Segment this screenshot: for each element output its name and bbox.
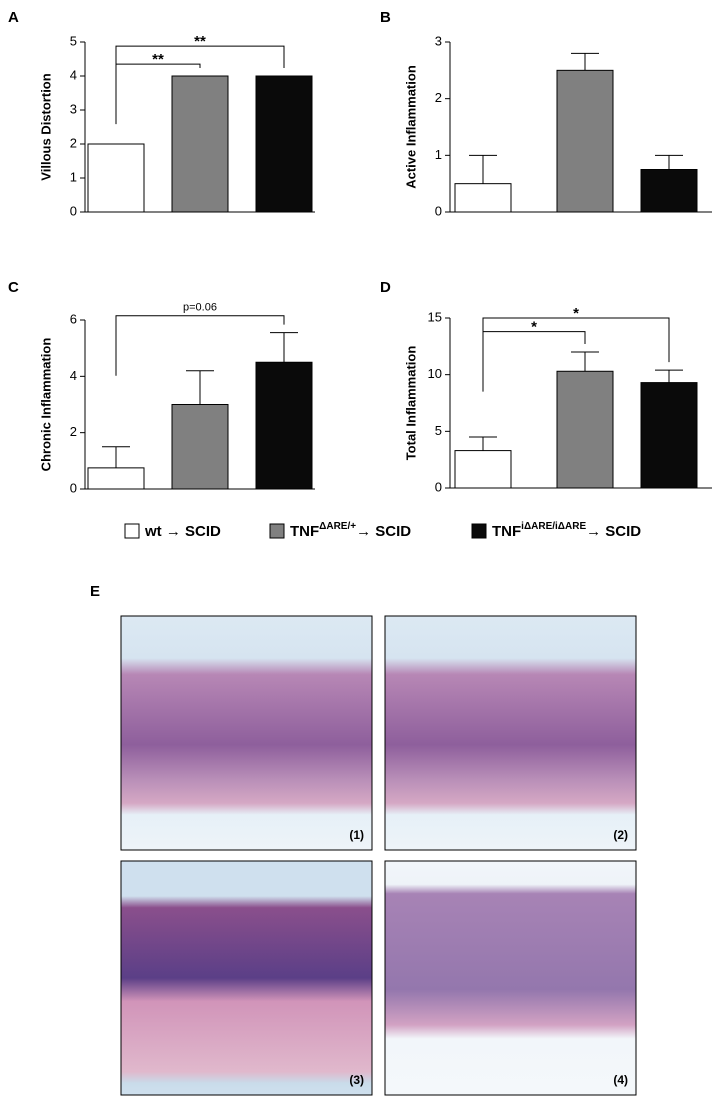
y-axis-label: Total Inflammation <box>403 346 418 461</box>
y-tick-label: 0 <box>70 480 77 495</box>
image-label: (3) <box>349 1073 364 1087</box>
legend-swatch <box>124 523 140 539</box>
legend-label: TNFΔARE/+→ SCID <box>290 521 411 540</box>
legend-swatch <box>471 523 487 539</box>
y-tick-label: 1 <box>435 147 442 162</box>
y-tick-label: 3 <box>70 101 77 116</box>
panel-label: D <box>380 279 391 296</box>
legend-after: → SCID <box>356 523 411 540</box>
legend-after: → SCID <box>586 523 641 540</box>
bar <box>87 467 145 490</box>
y-tick-label: 4 <box>70 67 77 82</box>
panel-label: A <box>8 9 19 26</box>
y-tick-label: 0 <box>70 203 77 218</box>
bar <box>454 450 512 489</box>
legend-label: wt → SCID <box>144 523 221 540</box>
image <box>384 615 637 851</box>
bar <box>556 370 614 489</box>
error-bar <box>571 52 599 71</box>
y-tick-label: 15 <box>428 309 442 324</box>
y-tick-label: 0 <box>435 203 442 218</box>
y-tick-label: 10 <box>428 366 442 381</box>
y-axis-label: Chronic Inflammation <box>38 338 53 472</box>
error-bar <box>270 332 298 363</box>
significance-label: p=0.06 <box>183 302 217 314</box>
y-tick-label: 1 <box>70 169 77 184</box>
error-bar <box>469 436 497 451</box>
significance-bracket <box>115 315 285 376</box>
legend-swatch <box>269 523 285 539</box>
panel-label: C <box>8 279 19 296</box>
legend-sup: ΔARE/+ <box>319 521 356 532</box>
bar <box>255 361 313 490</box>
y-tick-label: 6 <box>70 311 77 326</box>
significance-label: ** <box>194 33 206 50</box>
image <box>120 860 373 1096</box>
panel-label: E <box>90 583 100 600</box>
bar <box>556 69 614 213</box>
bar <box>255 75 313 213</box>
bar <box>87 143 145 213</box>
bar <box>171 75 229 213</box>
legend-label: TNFiΔARE/iΔARE→ SCID <box>492 521 641 540</box>
y-tick-label: 5 <box>70 33 77 48</box>
error-bar <box>655 154 683 170</box>
bar <box>640 382 698 489</box>
image <box>384 860 637 1096</box>
y-tick-label: 2 <box>435 90 442 105</box>
error-bar <box>571 351 599 372</box>
error-bar <box>655 369 683 383</box>
bar <box>171 404 229 490</box>
legend-text: TNF <box>492 523 521 540</box>
significance-label: * <box>573 305 579 322</box>
legend-text: wt → SCID <box>144 523 221 540</box>
y-tick-label: 2 <box>70 424 77 439</box>
significance-label: * <box>531 319 537 336</box>
y-tick-label: 3 <box>435 33 442 48</box>
error-bar <box>186 370 214 405</box>
significance-bracket <box>115 45 285 107</box>
bar <box>454 183 512 213</box>
error-bar <box>469 154 497 184</box>
image <box>120 615 373 851</box>
y-tick-label: 0 <box>435 479 442 494</box>
panel-label: B <box>380 9 391 26</box>
image-label: (2) <box>613 828 628 842</box>
y-tick-label: 2 <box>70 135 77 150</box>
y-axis-label: Active Inflammation <box>403 65 418 189</box>
legend-text: TNF <box>290 523 319 540</box>
bar <box>640 169 698 213</box>
y-axis-label: Villous Distortion <box>38 73 53 180</box>
histology-images <box>120 615 637 1096</box>
y-tick-label: 5 <box>435 423 442 438</box>
significance-label: ** <box>152 51 164 68</box>
image-label: (4) <box>613 1073 628 1087</box>
y-tick-label: 4 <box>70 368 77 383</box>
error-bar <box>102 446 130 468</box>
significance-bracket <box>482 317 670 378</box>
image-label: (1) <box>349 828 364 842</box>
legend-sup: iΔARE/iΔARE <box>521 521 586 532</box>
